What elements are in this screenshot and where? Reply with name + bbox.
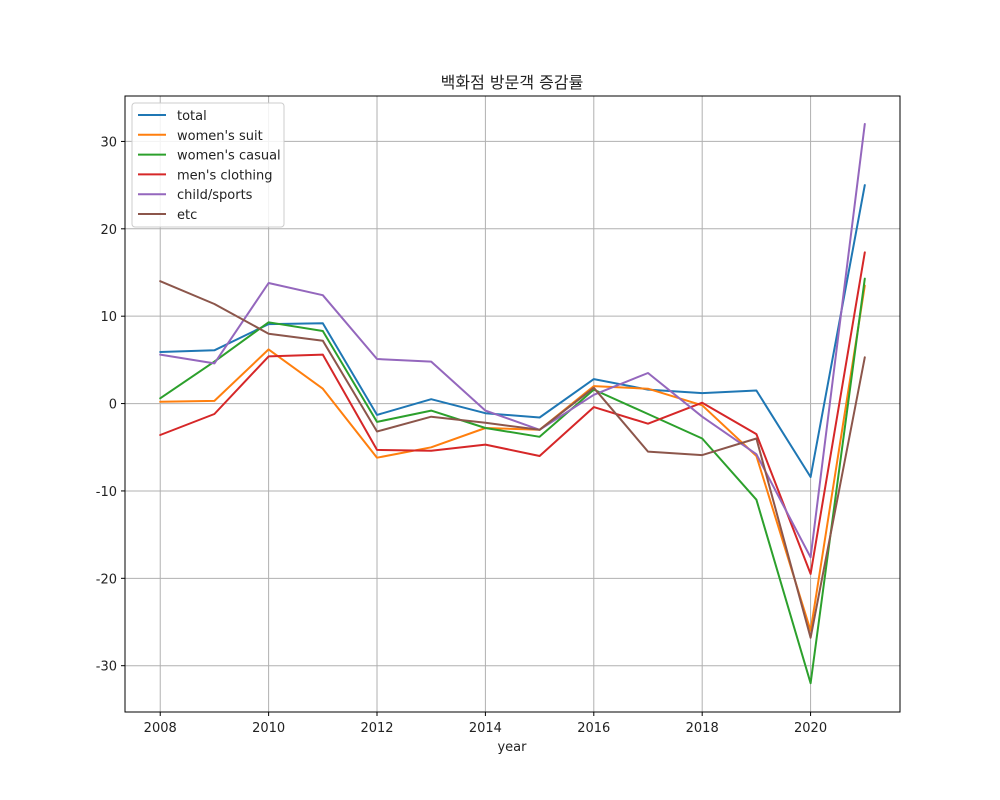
series-line-5 (159, 280, 866, 639)
chart-title: 백화점 방문객 증감률 (441, 73, 584, 92)
legend-entry: etc (177, 208, 197, 223)
x-tick-label: 2010 (252, 721, 285, 736)
legend-entry: women's casual (177, 149, 281, 164)
y-tick-label: 30 (100, 135, 117, 150)
series-line-4 (159, 123, 866, 559)
series-line-2 (159, 277, 866, 685)
legend-box (131, 102, 285, 228)
x-tick-label: 2016 (577, 721, 610, 736)
y-tick-label: 20 (100, 223, 117, 238)
legend-entry: women's suit (177, 129, 263, 144)
legend-entry: child/sports (177, 188, 253, 203)
x-tick-label: 2014 (469, 721, 502, 736)
legend-entry: men's clothing (177, 168, 273, 183)
y-tick-label: 10 (100, 310, 117, 325)
x-tick-label: 2008 (144, 721, 177, 736)
y-axis: -30 -20 -10 0 10 20 30 (96, 135, 125, 675)
y-tick-label: 0 (109, 398, 117, 413)
series-lines (159, 123, 866, 685)
x-axis: 2008 2010 2012 2014 2016 2018 2020 (144, 712, 827, 736)
y-tick-label: -10 (96, 485, 117, 500)
legend-entry: total (177, 109, 207, 124)
series-line-3 (159, 251, 866, 575)
x-tick-label: 2018 (686, 721, 719, 736)
x-tick-label: 2012 (360, 721, 393, 736)
y-tick-label: -30 (96, 660, 117, 675)
x-tick-label: 2020 (794, 721, 827, 736)
x-axis-label: year (497, 740, 527, 755)
y-tick-label: -20 (96, 572, 117, 587)
legend: total women's suit women's casual men's clo… (131, 102, 285, 228)
